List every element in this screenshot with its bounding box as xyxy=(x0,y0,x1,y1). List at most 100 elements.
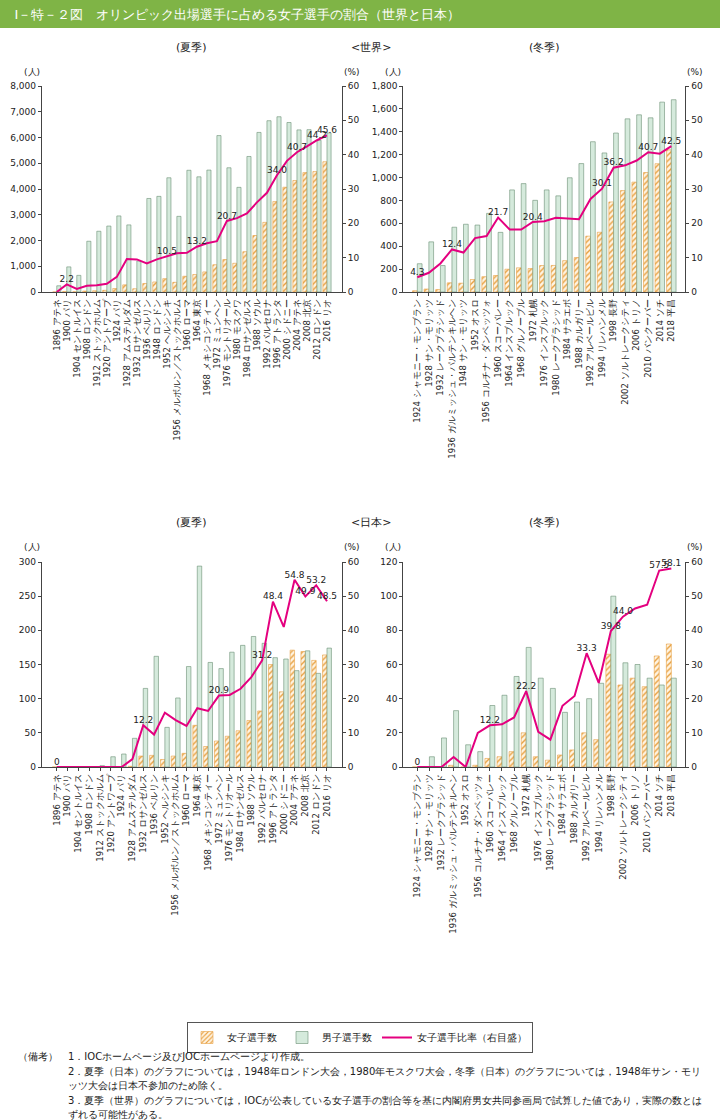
svg-text:2,000: 2,000 xyxy=(10,236,36,246)
svg-text:2006 トリノ: 2006 トリノ xyxy=(630,774,640,825)
svg-text:女子選手数: 女子選手数 xyxy=(227,1032,277,1043)
svg-text:1998 長野: 1998 長野 xyxy=(608,299,618,341)
svg-text:(%): (%) xyxy=(687,542,703,552)
svg-text:(冬季): (冬季) xyxy=(529,41,560,54)
svg-text:42.5: 42.5 xyxy=(661,136,681,146)
svg-text:40: 40 xyxy=(348,150,360,160)
svg-text:200: 200 xyxy=(380,264,397,274)
svg-text:34.0: 34.0 xyxy=(267,165,287,175)
svg-text:2018 平昌: 2018 平昌 xyxy=(666,774,676,816)
svg-text:2002 ソルトレークシティ: 2002 ソルトレークシティ xyxy=(618,774,628,879)
svg-text:1980 レークプラシッド: 1980 レークプラシッド xyxy=(545,774,555,870)
svg-text:30: 30 xyxy=(691,660,703,670)
svg-text:2000 シドニー: 2000 シドニー xyxy=(279,774,289,834)
svg-text:40: 40 xyxy=(691,625,703,635)
svg-text:2016 リオ: 2016 リオ xyxy=(322,774,332,816)
svg-text:10: 10 xyxy=(348,728,360,738)
svg-text:(%): (%) xyxy=(344,542,360,552)
svg-text:30: 30 xyxy=(348,660,360,670)
svg-text:0: 0 xyxy=(30,762,36,772)
svg-text:1912 ストックホルム: 1912 ストックホルム xyxy=(92,299,102,386)
svg-text:1932 ロサンゼルス: 1932 ロサンゼルス xyxy=(138,774,148,852)
svg-text:10: 10 xyxy=(691,253,703,263)
svg-text:1948 ロンドン: 1948 ロンドン xyxy=(152,299,162,359)
svg-text:100: 100 xyxy=(19,694,36,704)
svg-text:1968 グルノーブル: 1968 グルノーブル xyxy=(509,774,519,852)
svg-text:36.2: 36.2 xyxy=(604,157,624,167)
svg-text:20: 20 xyxy=(348,218,360,228)
svg-text:10.5: 10.5 xyxy=(157,246,177,256)
svg-text:1948 サン・モリッツ: 1948 サン・モリッツ xyxy=(458,299,468,386)
svg-text:1952 ヘルシンキ: 1952 ヘルシンキ xyxy=(162,299,172,368)
svg-text:(夏季): (夏季) xyxy=(176,41,207,54)
svg-text:8,000: 8,000 xyxy=(10,81,36,91)
svg-text:60: 60 xyxy=(348,557,360,567)
svg-text:1972 札幌: 1972 札幌 xyxy=(521,774,531,816)
svg-text:(人): (人) xyxy=(24,67,40,77)
svg-text:(冬季): (冬季) xyxy=(529,516,560,529)
svg-text:1994 リレハンメル: 1994 リレハンメル xyxy=(597,299,607,377)
svg-text:57.5: 57.5 xyxy=(649,560,669,570)
svg-text:30: 30 xyxy=(691,184,703,194)
svg-text:1956 メルボルン／ストックホルム: 1956 メルボルン／ストックホルム xyxy=(172,299,182,440)
svg-text:1992 バルセロナ: 1992 バルセロナ xyxy=(257,774,267,843)
svg-text:600: 600 xyxy=(380,218,397,228)
svg-text:12.2: 12.2 xyxy=(480,715,500,725)
svg-text:1,800: 1,800 xyxy=(372,81,398,91)
svg-text:2018 平昌: 2018 平昌 xyxy=(666,299,676,341)
svg-text:1924 シャモニー・モンブラン: 1924 シャモニー・モンブラン xyxy=(412,774,422,897)
svg-text:0: 0 xyxy=(348,762,354,772)
svg-text:1896 アテネ: 1896 アテネ xyxy=(52,774,62,825)
svg-text:10: 10 xyxy=(691,728,703,738)
svg-text:2012 ロンドン: 2012 ロンドン xyxy=(311,774,321,834)
svg-text:39.8: 39.8 xyxy=(601,621,621,631)
svg-text:4.3: 4.3 xyxy=(410,267,424,277)
svg-text:2008 北京: 2008 北京 xyxy=(302,299,312,341)
svg-text:60: 60 xyxy=(348,81,360,91)
svg-text:1996 アトランタ: 1996 アトランタ xyxy=(272,299,282,368)
svg-text:40: 40 xyxy=(386,694,398,704)
svg-text:4,000: 4,000 xyxy=(10,184,36,194)
svg-text:Ⅰ－特－２図 オリンピック出場選手に占める女子選手の割合（世: Ⅰ－特－２図 オリンピック出場選手に占める女子選手の割合（世界と日本） xyxy=(14,7,460,22)
svg-text:12.2: 12.2 xyxy=(133,715,153,725)
svg-text:10: 10 xyxy=(348,253,360,263)
svg-text:(人): (人) xyxy=(385,67,401,77)
svg-text:(人): (人) xyxy=(385,542,401,552)
svg-text:30.1: 30.1 xyxy=(592,178,612,188)
svg-text:1908 ロンドン: 1908 ロンドン xyxy=(82,299,92,359)
svg-text:1972 札幌: 1972 札幌 xyxy=(528,299,538,341)
svg-text:(%): (%) xyxy=(344,67,360,77)
svg-text:1968 メキシコシティー: 1968 メキシコシティー xyxy=(203,774,213,870)
svg-text:44.2: 44.2 xyxy=(307,130,327,140)
svg-text:400: 400 xyxy=(380,241,397,251)
svg-text:1972 ミュンヘン: 1972 ミュンヘン xyxy=(214,774,224,843)
svg-text:20: 20 xyxy=(691,218,703,228)
svg-text:1996 アトランタ: 1996 アトランタ xyxy=(268,774,278,843)
svg-text:1968 グルノーブル: 1968 グルノーブル xyxy=(516,299,526,377)
svg-text:2002 ソルトレークシティ: 2002 ソルトレークシティ xyxy=(620,299,630,404)
svg-text:1936 ガルミッシュ・パルテンキルヘン: 1936 ガルミッシュ・パルテンキルヘン xyxy=(447,299,457,458)
svg-text:1964 インスブルック: 1964 インスブルック xyxy=(497,774,507,861)
svg-text:(人): (人) xyxy=(24,542,40,552)
svg-text:120: 120 xyxy=(380,557,397,567)
svg-text:1960 ローマ: 1960 ローマ xyxy=(181,774,191,825)
svg-text:1964 東京: 1964 東京 xyxy=(192,299,202,341)
svg-text:1968 メキシコシティー: 1968 メキシコシティー xyxy=(202,299,212,395)
svg-text:1960 スコーバレー: 1960 スコーバレー xyxy=(493,299,503,377)
svg-text:1924 シャモニー・モンブラン: 1924 シャモニー・モンブラン xyxy=(412,299,422,422)
svg-text:100: 100 xyxy=(380,591,397,601)
svg-text:1936 ベルリン: 1936 ベルリン xyxy=(142,299,152,359)
svg-text:2004 アテネ: 2004 アテネ xyxy=(292,299,302,350)
svg-text:22.2: 22.2 xyxy=(516,681,536,691)
svg-text:60: 60 xyxy=(691,81,703,91)
svg-text:1994 リレハンメル: 1994 リレハンメル xyxy=(594,774,604,852)
svg-text:1952 ヘルシンキ: 1952 ヘルシンキ xyxy=(160,774,170,843)
svg-text:2014 ソチ: 2014 ソチ xyxy=(654,774,664,816)
svg-text:男子選手数: 男子選手数 xyxy=(322,1032,372,1043)
svg-text:20.9: 20.9 xyxy=(209,685,229,695)
svg-text:1972 ミュンヘン: 1972 ミュンヘン xyxy=(212,299,222,368)
svg-text:53.2: 53.2 xyxy=(306,575,326,585)
svg-text:300: 300 xyxy=(19,557,36,567)
svg-text:1,400: 1,400 xyxy=(372,127,398,137)
svg-text:0: 0 xyxy=(691,762,697,772)
